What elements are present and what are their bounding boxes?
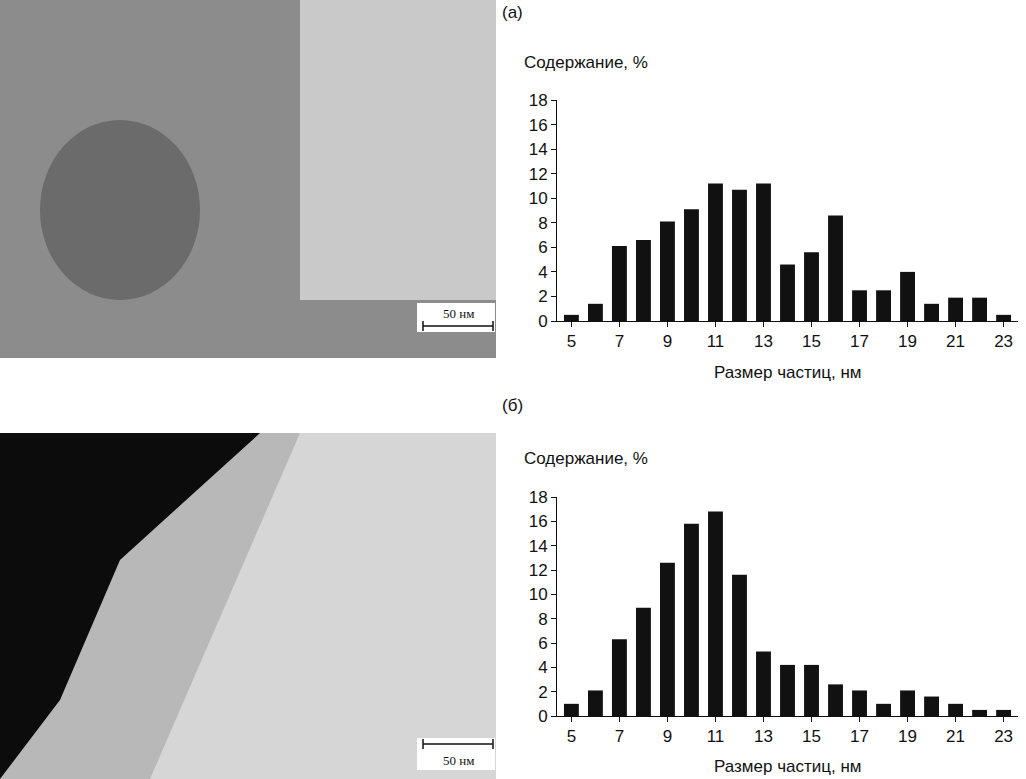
svg-text:18: 18 — [529, 91, 548, 110]
svg-text:16: 16 — [529, 512, 548, 531]
svg-text:7: 7 — [615, 727, 624, 746]
svg-text:21: 21 — [946, 727, 965, 746]
svg-text:0: 0 — [538, 707, 547, 726]
svg-text:Содержание, %: Содержание, % — [524, 53, 648, 72]
svg-text:10: 10 — [529, 189, 548, 208]
svg-text:14: 14 — [529, 537, 548, 556]
svg-text:19: 19 — [898, 332, 917, 351]
svg-text:4: 4 — [538, 658, 547, 677]
svg-text:5: 5 — [567, 727, 576, 746]
svg-text:2: 2 — [538, 683, 547, 702]
svg-text:23: 23 — [994, 332, 1013, 351]
svg-text:10: 10 — [529, 585, 548, 604]
svg-text:9: 9 — [663, 727, 672, 746]
svg-text:12: 12 — [529, 165, 548, 184]
svg-text:0: 0 — [538, 312, 547, 331]
svg-text:Размер частиц, нм: Размер частиц, нм — [714, 363, 862, 382]
svg-text:7: 7 — [615, 332, 624, 351]
svg-text:50 нм: 50 нм — [443, 753, 474, 768]
svg-text:13: 13 — [754, 332, 773, 351]
svg-text:4: 4 — [538, 263, 547, 282]
svg-text:12: 12 — [529, 561, 548, 580]
svg-text:17: 17 — [850, 727, 869, 746]
svg-text:19: 19 — [898, 727, 917, 746]
svg-text:9: 9 — [663, 332, 672, 351]
svg-text:15: 15 — [802, 332, 821, 351]
svg-text:6: 6 — [538, 634, 547, 653]
svg-text:11: 11 — [707, 727, 725, 746]
svg-text:8: 8 — [538, 610, 547, 629]
svg-text:15: 15 — [802, 727, 821, 746]
svg-text:5: 5 — [567, 332, 576, 351]
svg-text:(б): (б) — [502, 396, 523, 415]
svg-text:2: 2 — [538, 287, 547, 306]
svg-text:14: 14 — [529, 140, 548, 159]
svg-text:Содержание, %: Содержание, % — [524, 449, 648, 468]
svg-text:17: 17 — [850, 332, 869, 351]
svg-text:50 нм: 50 нм — [443, 306, 474, 321]
svg-text:8: 8 — [538, 214, 547, 233]
svg-text:(а): (а) — [502, 3, 523, 22]
svg-text:Размер частиц, нм: Размер частиц, нм — [714, 757, 862, 776]
svg-text:11: 11 — [707, 332, 725, 351]
svg-text:16: 16 — [529, 116, 548, 135]
svg-text:21: 21 — [946, 332, 965, 351]
svg-text:18: 18 — [529, 488, 548, 507]
svg-text:13: 13 — [754, 727, 773, 746]
svg-text:6: 6 — [538, 238, 547, 257]
svg-text:23: 23 — [994, 727, 1013, 746]
